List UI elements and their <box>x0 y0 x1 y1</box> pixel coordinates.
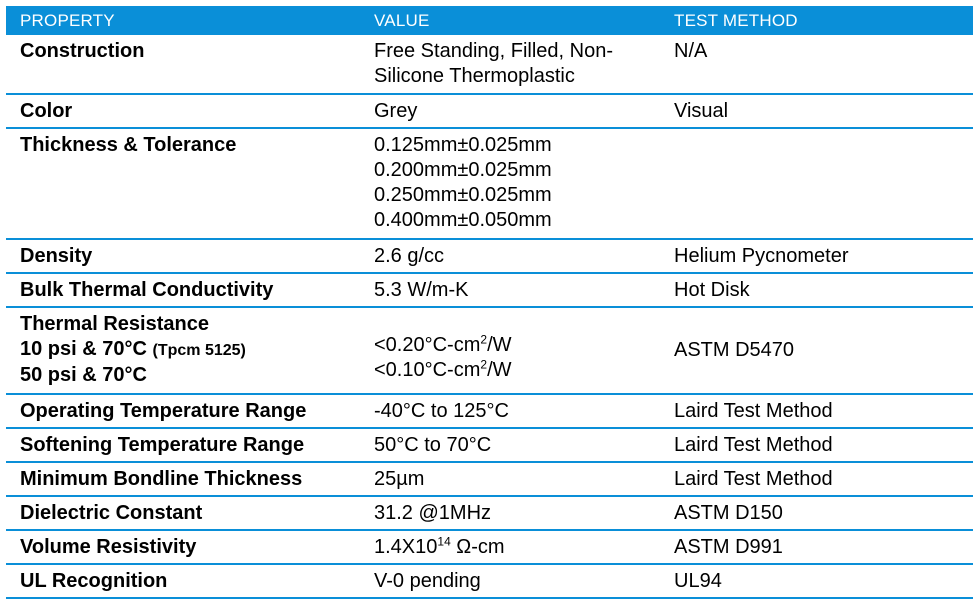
method-cell: Hot Disk <box>674 279 750 301</box>
value-cell: 2.6 g/cc <box>374 245 445 267</box>
property-cell: Volume Resistivity <box>20 536 197 558</box>
method-cell: UL94 <box>674 570 722 592</box>
method-cell: Laird Test Method <box>674 434 833 456</box>
header-test-method: TEST METHOD <box>674 10 798 30</box>
method-cell <box>660 129 973 238</box>
value-cell: 50°C to 70°C <box>374 434 492 456</box>
value-line: <0.10°C-cm2/W <box>374 358 660 383</box>
table-row: Minimum Bondline Thickness 25µm Laird Te… <box>6 463 973 497</box>
property-cell: Minimum Bondline Thickness <box>20 468 303 490</box>
table-row: Softening Temperature Range 50°C to 70°C… <box>6 429 973 463</box>
property-line: Thermal Resistance <box>20 313 209 335</box>
property-cell: Bulk Thermal Conductivity <box>20 279 274 301</box>
value-rest: /W <box>487 333 512 356</box>
value-line: Silicone Thermoplastic <box>374 65 575 87</box>
property-cell: Softening Temperature Range <box>20 434 305 456</box>
table-row: Thickness & Tolerance 0.125mm±0.025mm 0.… <box>6 129 973 240</box>
table-row: Thermal Resistance 10 psi & 70°C (Tpcm 5… <box>6 308 973 395</box>
value-line: Free Standing, Filled, Non- <box>374 40 614 62</box>
table-row: Density 2.6 g/cc Helium Pycnometer <box>6 240 973 274</box>
property-cell: Color <box>20 100 73 122</box>
value-base: 1.4X10 <box>374 536 438 558</box>
table-row: UL Recognition V-0 pending UL94 <box>6 565 973 599</box>
value-cell: <0.20°C-cm2/W <0.10°C-cm2/W <box>360 308 660 393</box>
property-cell: Construction <box>20 40 145 62</box>
property-cell: Thermal Resistance 10 psi & 70°C (Tpcm 5… <box>6 308 360 393</box>
value-cell: 31.2 @1MHz <box>374 502 492 524</box>
table-row: Color Grey Visual <box>6 95 973 129</box>
value-base: <0.20°C-cm <box>374 333 481 356</box>
method-cell: Laird Test Method <box>674 400 833 422</box>
value-cell: -40°C to 125°C <box>374 400 509 422</box>
method-cell: ASTM D5470 <box>674 339 795 361</box>
value-line: 0.400mm±0.050mm <box>374 209 552 231</box>
properties-table: PROPERTY VALUE TEST METHOD Construction … <box>6 6 973 599</box>
table-row: Bulk Thermal Conductivity 5.3 W/m-K Hot … <box>6 274 973 308</box>
value-cell: V-0 pending <box>374 570 481 592</box>
table-row: Construction Free Standing, Filled, Non-… <box>6 35 973 95</box>
property-cell: Density <box>20 245 93 267</box>
method-cell: Visual <box>674 100 729 122</box>
method-cell: ASTM D991 <box>674 536 783 558</box>
header-value: VALUE <box>374 10 430 30</box>
value-line: 0.200mm±0.025mm <box>374 159 552 181</box>
method-cell: Laird Test Method <box>674 468 833 490</box>
value-line: 0.250mm±0.025mm <box>374 184 552 206</box>
method-cell: Helium Pycnometer <box>674 245 849 267</box>
method-cell: N/A <box>674 40 708 62</box>
value-base: <0.10°C-cm <box>374 358 481 381</box>
value-sup: 2 <box>480 356 488 371</box>
property-cell: Dielectric Constant <box>20 502 203 524</box>
value-rest: Ω-cm <box>450 536 505 558</box>
table-row: Dielectric Constant 31.2 @1MHz ASTM D150 <box>6 497 973 531</box>
property-cell: UL Recognition <box>20 570 168 592</box>
value-cell: 5.3 W/m-K <box>374 279 469 301</box>
property-sub: 10 psi & 70°C <box>20 338 147 360</box>
table-row: Operating Temperature Range -40°C to 125… <box>6 395 973 429</box>
value-sup: 14 <box>437 534 451 549</box>
value-cell: Grey <box>374 100 418 122</box>
property-line: 50 psi & 70°C <box>20 364 147 386</box>
value-cell: 0.125mm±0.025mm 0.200mm±0.025mm 0.250mm±… <box>360 129 660 238</box>
method-cell: ASTM D150 <box>674 502 783 524</box>
property-cell: Operating Temperature Range <box>20 400 307 422</box>
value-line: <0.20°C-cm2/W <box>374 333 660 358</box>
value-sup: 2 <box>480 331 488 346</box>
header-property: PROPERTY <box>20 10 115 30</box>
property-note: (Tpcm 5125) <box>152 342 246 359</box>
value-rest: /W <box>487 358 512 381</box>
property-line: 10 psi & 70°C (Tpcm 5125) <box>20 337 360 363</box>
value-cell: Free Standing, Filled, Non- Silicone The… <box>360 35 660 93</box>
table-row: Volume Resistivity 1.4X1014 Ω-cm ASTM D9… <box>6 531 973 565</box>
table-header: PROPERTY VALUE TEST METHOD <box>6 6 973 35</box>
value-cell: 1.4X1014 Ω-cm <box>360 531 660 563</box>
value-cell: 25µm <box>374 468 425 490</box>
property-cell: Thickness & Tolerance <box>20 134 237 156</box>
value-line: 0.125mm±0.025mm <box>374 134 552 156</box>
